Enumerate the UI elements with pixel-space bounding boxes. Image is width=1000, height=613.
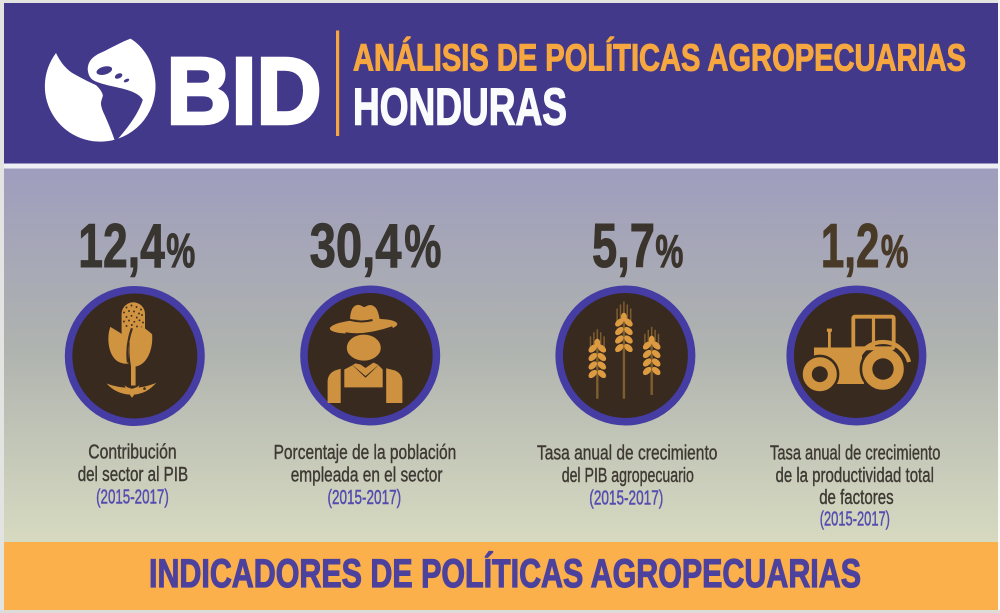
svg-text:del sector al PIB: del sector al PIB <box>78 463 188 486</box>
svg-text:(2015-2017): (2015-2017) <box>820 508 890 531</box>
svg-text:5,7: 5,7 <box>592 212 655 281</box>
svg-text:BID: BID <box>167 39 322 145</box>
svg-text:Tasa anual de crecimiento: Tasa anual de crecimiento <box>770 442 940 465</box>
svg-text:Contribución: Contribución <box>88 441 176 464</box>
svg-text:(2015-2017): (2015-2017) <box>328 486 402 509</box>
svg-text:Porcentaje de la población: Porcentaje de la población <box>274 441 457 464</box>
svg-text:30,4: 30,4 <box>310 212 402 281</box>
svg-text:%: % <box>166 225 195 278</box>
svg-text:HONDURAS: HONDURAS <box>353 78 567 136</box>
svg-text:(2015-2017): (2015-2017) <box>96 486 169 509</box>
svg-text:del PIB agropecuario: del PIB agropecuario <box>562 464 694 487</box>
svg-text:INDICADORES DE POLÍTICAS AGROP: INDICADORES DE POLÍTICAS AGROPECUARIAS <box>149 551 861 596</box>
svg-text:%: % <box>404 213 441 280</box>
svg-text:%: % <box>655 225 683 277</box>
svg-text:1,2: 1,2 <box>821 212 880 281</box>
svg-text:de la productividad total: de la productividad total <box>776 464 934 487</box>
svg-text:12,4: 12,4 <box>78 212 165 281</box>
svg-text:(2015-2017): (2015-2017) <box>589 487 663 510</box>
svg-text:Tasa anual de crecimiento: Tasa anual de crecimiento <box>537 442 717 465</box>
svg-text:de factores: de factores <box>819 486 893 509</box>
svg-text:ANÁLISIS DE POLÍTICAS AGROPECU: ANÁLISIS DE POLÍTICAS AGROPECUARIAS <box>353 35 966 79</box>
svg-text:%: % <box>881 225 909 277</box>
svg-text:empleada en el sector: empleada en el sector <box>291 464 443 487</box>
